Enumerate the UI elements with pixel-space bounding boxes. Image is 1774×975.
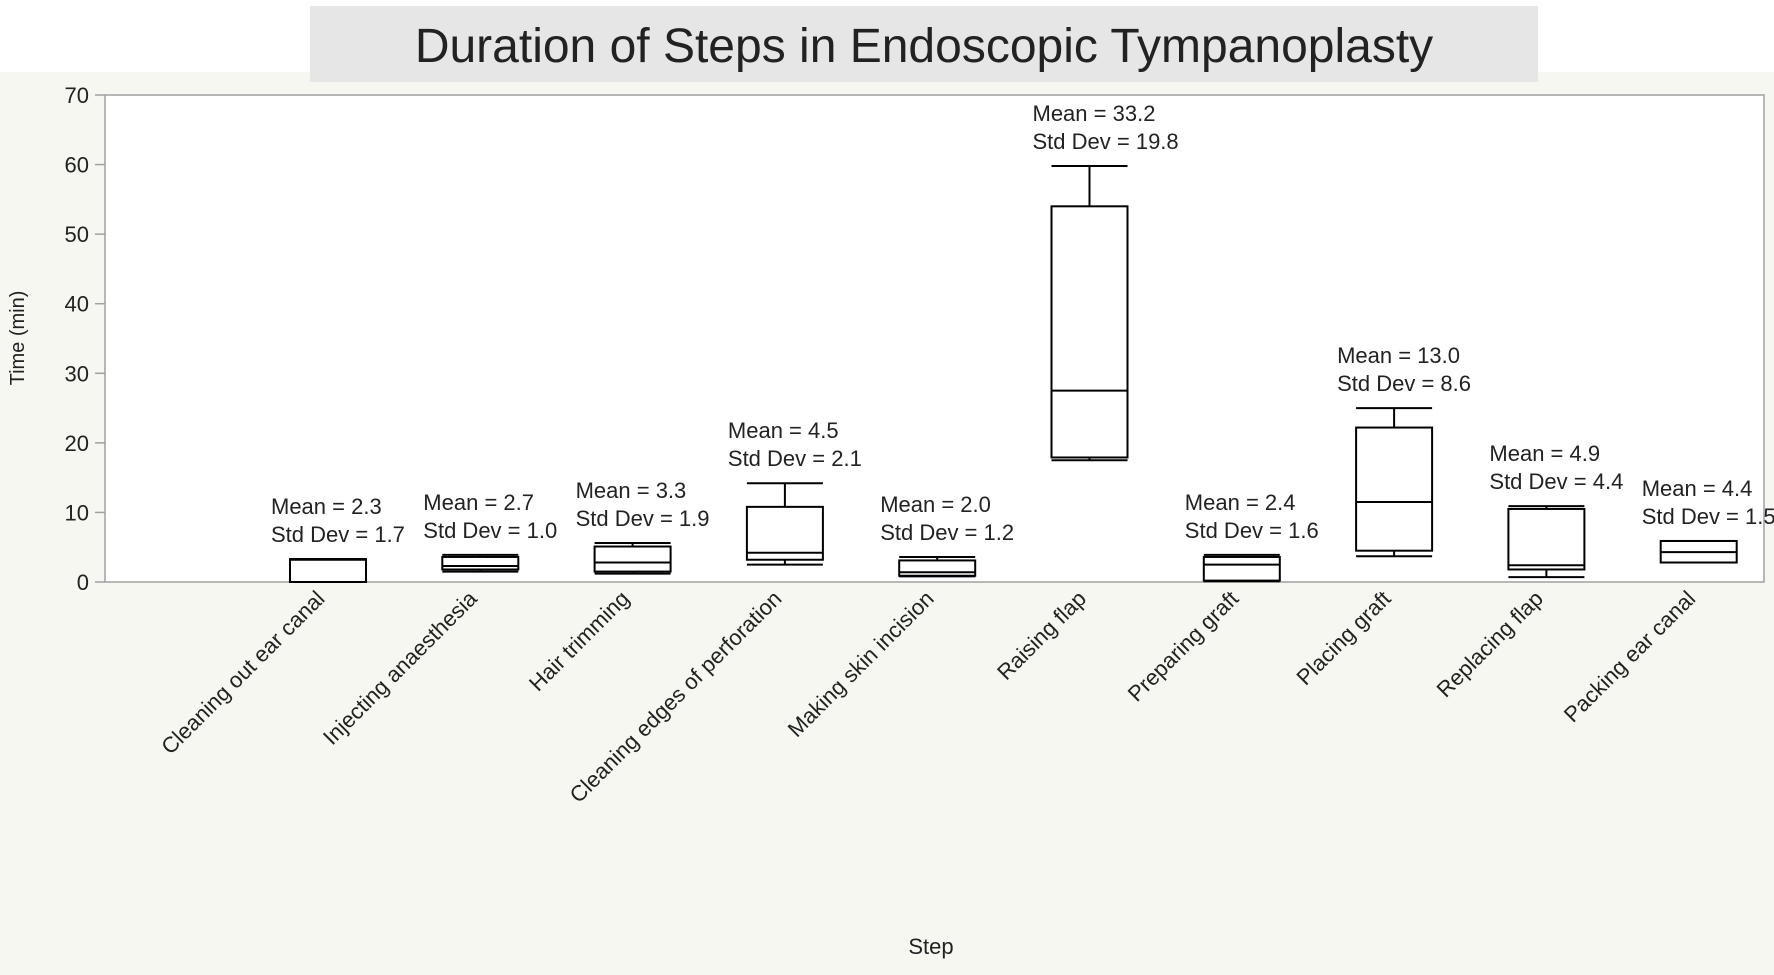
box-8 — [1355, 407, 1434, 558]
mean-label: Mean = 33.2 — [1033, 101, 1156, 126]
box-iqr — [1202, 555, 1281, 582]
box-3 — [593, 542, 672, 575]
mean-label: Mean = 2.4 — [1185, 490, 1296, 515]
y-tick-label: 10 — [65, 500, 89, 525]
box-5 — [898, 555, 977, 578]
box-1 — [289, 558, 367, 584]
mean-label: Mean = 4.5 — [728, 418, 839, 443]
mean-label: Mean = 4.4 — [1642, 476, 1753, 501]
y-tick-label: 0 — [77, 570, 89, 595]
plot-area — [104, 94, 1765, 583]
mean-label: Mean = 2.3 — [271, 494, 382, 519]
mean-label: Mean = 2.7 — [423, 490, 534, 515]
std-dev-label: Std Dev = 19.8 — [1033, 129, 1179, 154]
box-6 — [1050, 164, 1129, 462]
box-9 — [1507, 505, 1586, 579]
y-tick-label: 20 — [65, 431, 89, 456]
std-dev-label: Std Dev = 8.6 — [1337, 371, 1471, 396]
box-iqr — [745, 505, 824, 561]
y-axis-label: Time (min) — [7, 291, 29, 386]
mean-label: Mean = 13.0 — [1337, 343, 1460, 368]
std-dev-label: Std Dev = 4.4 — [1489, 469, 1623, 494]
title-band — [310, 6, 1538, 82]
std-dev-label: Std Dev = 1.6 — [1185, 518, 1319, 543]
box-iqr — [441, 555, 520, 571]
box-2 — [441, 553, 520, 573]
box-iqr — [898, 559, 977, 577]
std-dev-label: Std Dev = 1.5 — [1642, 504, 1774, 529]
y-tick-label: 70 — [65, 83, 89, 108]
std-dev-label: Std Dev = 2.1 — [728, 446, 862, 471]
std-dev-label: Std Dev = 1.9 — [576, 506, 710, 531]
mean-label: Mean = 3.3 — [576, 478, 687, 503]
box-series — [289, 164, 1738, 584]
y-tick-label: 30 — [65, 361, 89, 386]
box-iqr — [1507, 507, 1586, 571]
box-4 — [745, 482, 824, 566]
chart-title: Duration of Steps in Endoscopic Tympanop… — [415, 20, 1433, 73]
box-iqr — [1050, 205, 1129, 459]
box-iqr — [1355, 426, 1434, 552]
std-dev-label: Std Dev = 1.2 — [880, 520, 1014, 545]
box-7 — [1202, 553, 1281, 583]
std-dev-label: Std Dev = 1.0 — [423, 518, 557, 543]
mean-label: Mean = 2.0 — [880, 492, 991, 517]
y-tick-label: 50 — [65, 222, 89, 247]
box-iqr — [593, 545, 672, 573]
y-tick-label: 60 — [65, 153, 89, 178]
std-dev-label: Std Dev = 1.7 — [271, 522, 405, 547]
mean-label: Mean = 4.9 — [1489, 441, 1600, 466]
y-axis: 0 10 20 30 40 50 60 70 — [65, 83, 105, 595]
y-tick-label: 40 — [65, 292, 89, 317]
stat-annotations: Mean = 2.3 Std Dev = 1.7 Mean = 2.7 Std Dev… — [271, 101, 1774, 547]
x-axis-label: Step — [908, 934, 953, 959]
box-10 — [1659, 539, 1738, 564]
